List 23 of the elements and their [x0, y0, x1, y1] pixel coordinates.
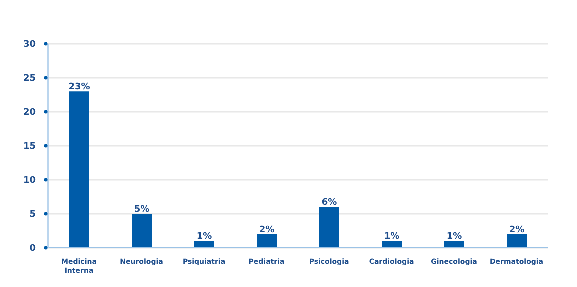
data-label: 2%: [509, 225, 525, 236]
data-label: 23%: [68, 82, 90, 93]
bar: [444, 241, 464, 248]
bar: [194, 241, 214, 248]
bar: [507, 234, 527, 248]
data-label: 1%: [384, 232, 400, 242]
y-tick-label: 5: [30, 210, 36, 220]
bar: [70, 92, 90, 248]
y-tick-label: 25: [23, 74, 36, 84]
data-label: 5%: [134, 205, 150, 215]
data-label: 1%: [196, 232, 212, 242]
bar: [382, 241, 402, 248]
bar: [132, 214, 152, 248]
y-tick-label: 20: [23, 108, 36, 118]
y-tick-label: 30: [23, 40, 36, 50]
data-label: 1%: [446, 232, 462, 242]
y-tick-label: 10: [23, 176, 36, 186]
bar: [257, 234, 277, 248]
data-label: 2%: [259, 225, 275, 236]
y-tick-label: 0: [30, 244, 36, 254]
y-tick-label: 15: [23, 142, 36, 152]
bar: [320, 207, 340, 248]
data-label: 6%: [322, 198, 338, 208]
